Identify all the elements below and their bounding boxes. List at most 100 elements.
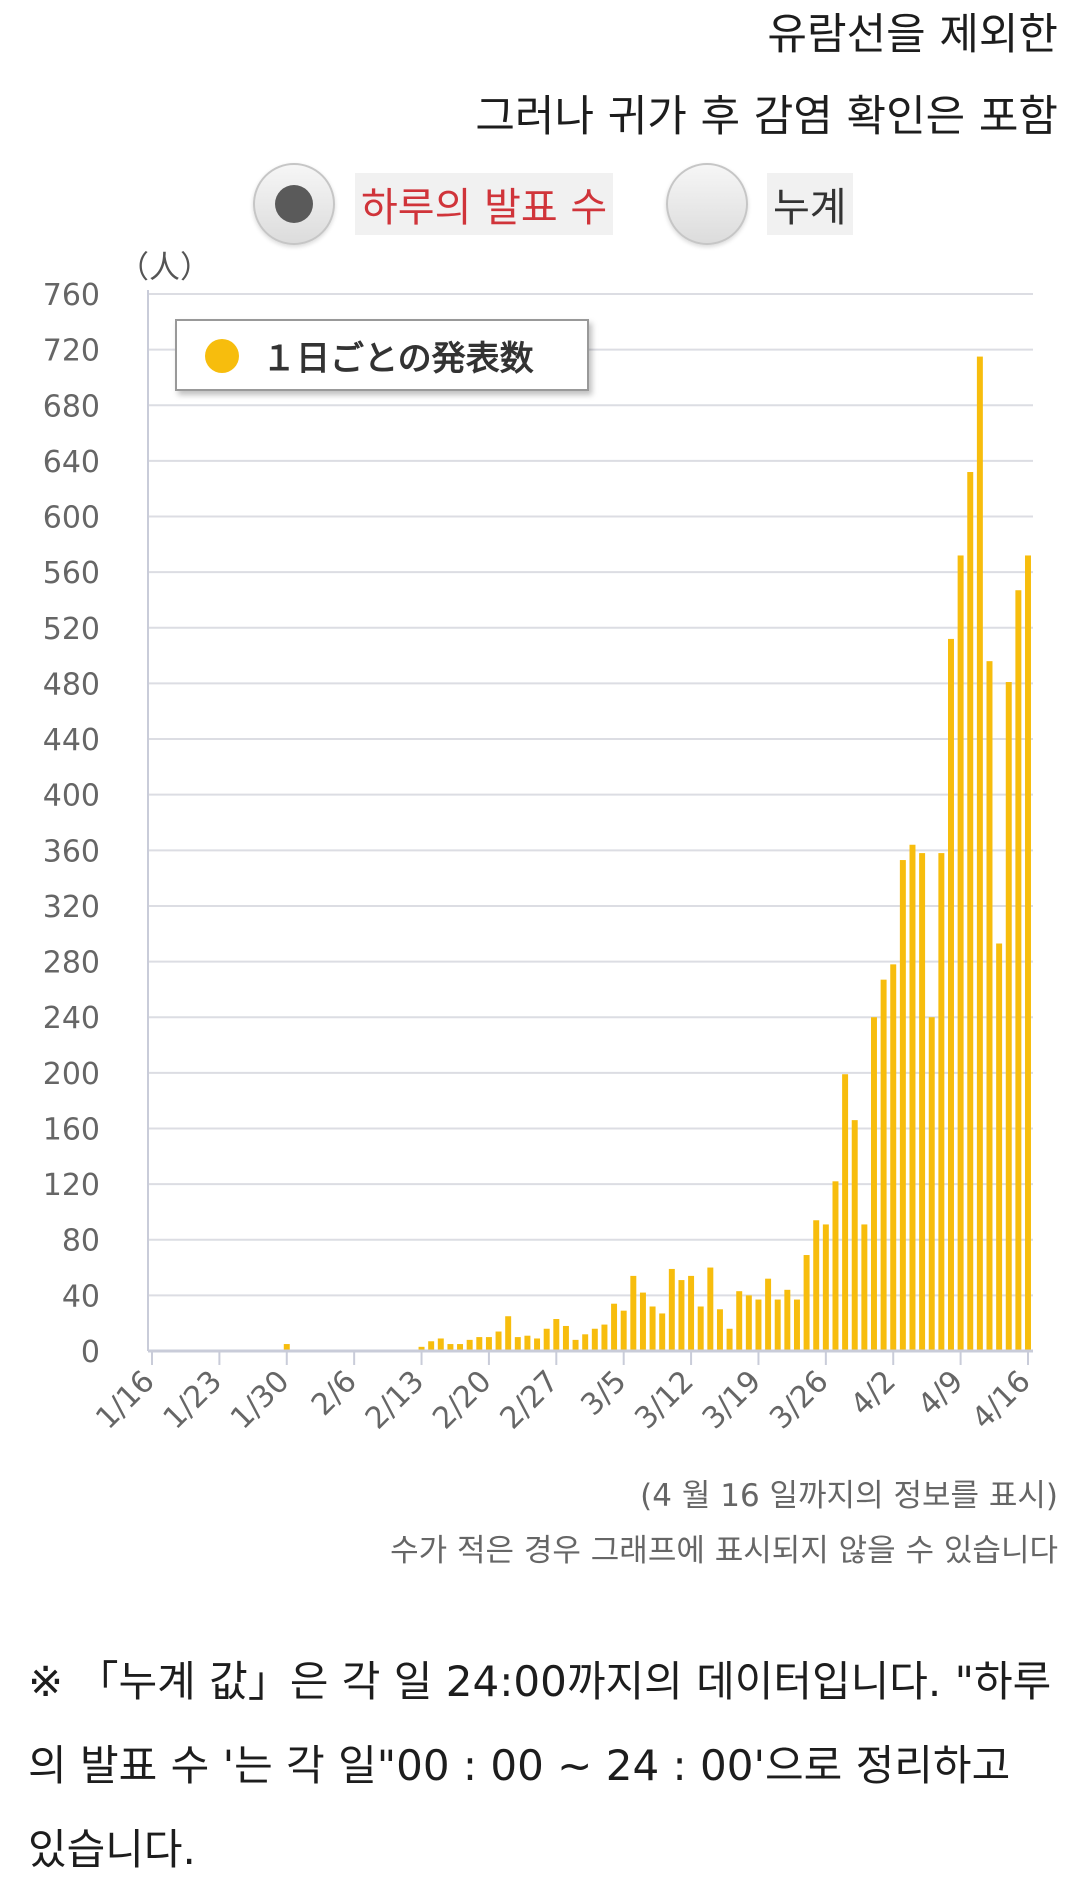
cumulative-toggle-label[interactable]: 누계 (767, 173, 853, 235)
bar (842, 1074, 849, 1351)
bar (813, 1220, 820, 1351)
x-tick-label: 2/13 (359, 1364, 431, 1436)
bar (668, 1268, 675, 1351)
date-range-note: (4 월 16 일까지의 정보를 표시) (640, 1478, 1058, 1514)
y-tick-label: 120 (43, 1168, 100, 1203)
bar (283, 1344, 290, 1351)
subtitle-line-2: 그러나 귀가 후 감염 확인은 포함 (475, 92, 1058, 142)
bar (765, 1278, 772, 1351)
bar (784, 1289, 791, 1351)
y-tick-label: 760 (43, 278, 100, 313)
y-tick-label: 520 (43, 612, 100, 647)
bar (630, 1275, 637, 1351)
y-tick-label: 360 (43, 834, 100, 869)
bar (688, 1275, 695, 1351)
small-values-note: 수가 적은 경우 그래프에 표시되지 않을 수 있습니다 (390, 1533, 1058, 1569)
bar (582, 1334, 589, 1351)
bar (418, 1346, 425, 1351)
x-axis-tick-labels: 1/161/231/30 2/62/132/202/27 3/53/123/193/… (89, 1364, 1037, 1436)
y-tick-label: 280 (43, 946, 100, 981)
bar (611, 1303, 618, 1351)
bar (495, 1331, 502, 1351)
bar (1025, 555, 1031, 1351)
bar (822, 1224, 829, 1351)
bar (948, 638, 954, 1351)
x-tick-label: 1/16 (89, 1364, 161, 1436)
y-tick-label: 680 (43, 389, 100, 424)
bar (659, 1313, 666, 1351)
bar (466, 1339, 473, 1351)
bar (591, 1328, 598, 1351)
y-tick-label: 160 (43, 1112, 100, 1147)
x-tick-label: 3/12 (628, 1364, 700, 1436)
legend: １日ごとの発表数 (175, 319, 589, 391)
bar (755, 1299, 762, 1351)
bar (514, 1337, 521, 1351)
x-tick-label: 4/2 (844, 1364, 903, 1423)
y-tick-label: 0 (81, 1335, 100, 1370)
bar (890, 964, 897, 1351)
bars (149, 356, 1031, 1351)
bar (832, 1181, 839, 1351)
bar (976, 356, 983, 1351)
bar (996, 943, 1003, 1351)
x-tick-label: 4/9 (911, 1364, 970, 1423)
bar (428, 1341, 435, 1351)
bar (967, 472, 974, 1351)
bar (861, 1224, 868, 1351)
axes (147, 290, 1033, 1365)
bar (697, 1306, 704, 1351)
bar (745, 1295, 752, 1351)
bar (774, 1299, 781, 1351)
daily-radio-button[interactable] (253, 163, 335, 245)
x-tick-label: 4/16 (965, 1364, 1037, 1436)
legend-box (175, 319, 589, 391)
selected-dot-icon (275, 185, 313, 223)
bar (447, 1344, 454, 1351)
daily-toggle-label[interactable]: 하루의 발표 수 (355, 173, 614, 235)
bar (553, 1319, 560, 1351)
bar (476, 1337, 483, 1351)
bar (601, 1324, 608, 1351)
bar (716, 1309, 723, 1351)
bar (957, 555, 964, 1351)
x-tick-label: 1/30 (224, 1364, 296, 1436)
bar (880, 979, 887, 1351)
bar (803, 1255, 810, 1351)
bar (938, 853, 945, 1351)
bar (1005, 682, 1012, 1351)
x-tick-label: 3/5 (574, 1364, 633, 1423)
bar (899, 860, 906, 1351)
view-toggle: 하루의 발표 수 누계 (0, 163, 1080, 253)
bar (457, 1344, 464, 1351)
y-tick-label: 480 (43, 667, 100, 702)
y-tick-label: 720 (43, 334, 100, 369)
bar (851, 1120, 858, 1351)
bar (505, 1316, 512, 1351)
x-tick-label: 2/20 (426, 1364, 498, 1436)
legend-label: １日ごとの発表数 (262, 339, 534, 379)
bar (524, 1335, 531, 1351)
y-tick-label: 80 (62, 1224, 100, 1259)
bar (572, 1339, 579, 1351)
bar (485, 1337, 492, 1351)
bar (437, 1338, 444, 1351)
x-tick-label: 3/19 (696, 1364, 768, 1436)
y-tick-label: 320 (43, 890, 100, 925)
x-tick-label: 1/23 (157, 1364, 229, 1436)
x-tick-label: 2/27 (494, 1364, 566, 1436)
bar (986, 661, 993, 1351)
x-tick-label: 3/26 (763, 1364, 835, 1436)
bar (909, 844, 916, 1351)
bar (707, 1267, 714, 1351)
bar (620, 1310, 627, 1351)
y-tick-label: 240 (43, 1001, 100, 1036)
cumulative-radio-button[interactable] (666, 163, 748, 245)
y-tick-label: 600 (43, 501, 100, 536)
x-tick-label: 2/6 (305, 1364, 364, 1423)
bar (1015, 590, 1022, 1351)
y-axis-tick-labels: 0 40 80 120 160 200 240 280 320 360 400 440 480 520 56… (43, 278, 100, 1370)
bar (534, 1338, 541, 1351)
y-tick-label: 440 (43, 723, 100, 758)
y-tick-label: 200 (43, 1057, 100, 1092)
